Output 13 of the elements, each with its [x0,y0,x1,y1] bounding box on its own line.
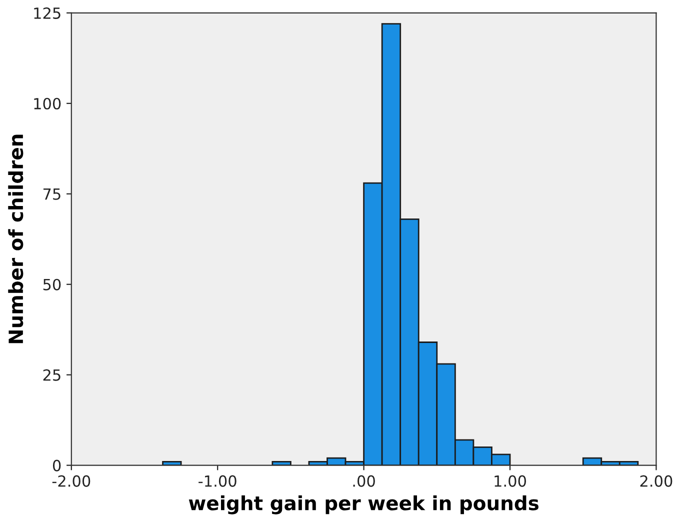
y-tick-label: 25 [43,369,60,381]
y-tick-label: 50 [43,278,61,290]
y-axis-title: Number of children [8,134,24,344]
x-tick-label: -2.00 [52,475,90,487]
x-tick-label: .00 [353,475,375,487]
y-tick-label: 125 [34,7,60,19]
x-tick-label: -1.00 [198,475,236,487]
x-tick-label: 1.00 [494,475,526,487]
y-tick-label: 0 [52,460,61,472]
y-tick-label: 100 [34,98,61,110]
y-tick-label: 75 [43,188,60,200]
x-tick-label: 2.00 [640,475,672,487]
x-axis-title: weight gain per week in pounds [188,495,538,514]
